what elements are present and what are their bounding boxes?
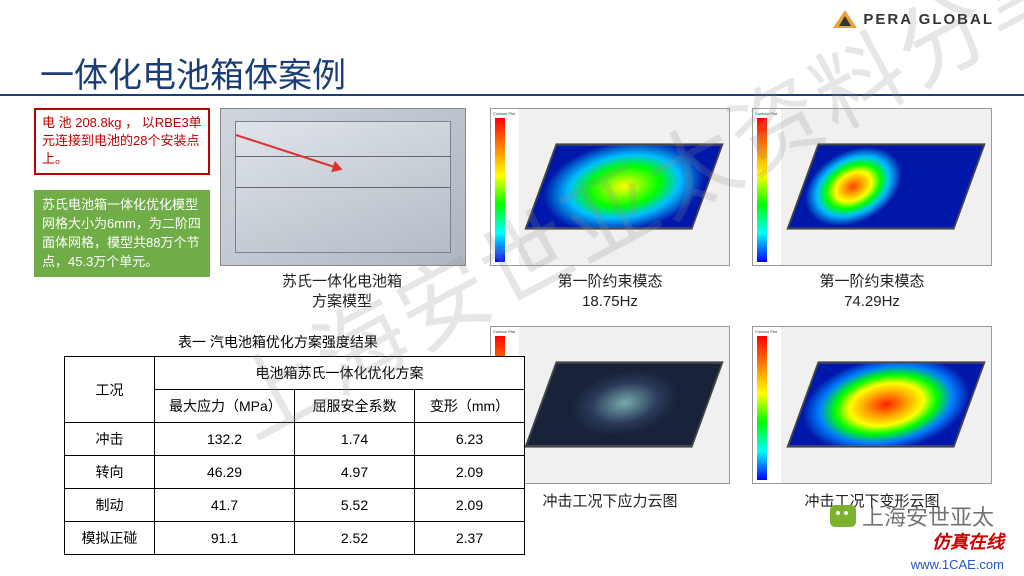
brand-name: PERA GLOBAL — [863, 11, 994, 28]
th-plan: 电池箱苏氏一体化优化方案 — [155, 357, 525, 390]
table-row: 冲击 132.2 1.74 6.23 — [65, 423, 525, 456]
th-deform: 变形（mm） — [415, 390, 525, 423]
th-case: 工况 — [65, 357, 155, 423]
footer-brand: 仿真在线 — [932, 528, 1004, 554]
callout-mesh-info: 苏氏电池箱一体化优化模型网格大小为6mm，为二阶四面体网格，模型共88万个节点，… — [34, 190, 210, 277]
caption-mode2: 第一阶约束模态 74.29Hz — [752, 272, 992, 313]
caption-mode2-l1: 第一阶约束模态 — [752, 272, 992, 292]
logo-mark-icon — [833, 10, 857, 28]
caption-cad-l1: 苏氏一体化电池箱 — [222, 272, 462, 292]
cad-model-image — [220, 108, 466, 266]
sim-deform-image: Contour Plot — [752, 326, 992, 484]
caption-mode1-l2: 18.75Hz — [490, 292, 730, 312]
table-title: 表一 汽电池箱优化方案强度结果 — [178, 332, 378, 352]
results-table: 工况 电池箱苏氏一体化优化方案 最大应力（MPa） 屈服安全系数 变形（mm） … — [64, 356, 525, 555]
th-safety: 屈服安全系数 — [295, 390, 415, 423]
brand-logo: PERA GLOBAL — [833, 10, 994, 28]
caption-mode1-l1: 第一阶约束模态 — [490, 272, 730, 292]
page-title: 一体化电池箱体案例 — [40, 48, 346, 97]
caption-mode1: 第一阶约束模态 18.75Hz — [490, 272, 730, 313]
title-underline — [0, 94, 1024, 96]
footer-url: www.1CAE.com — [911, 557, 1004, 572]
caption-cad-l2: 方案模型 — [222, 292, 462, 312]
sim-mode2-image: Contour Plot — [752, 108, 992, 266]
th-stress: 最大应力（MPa） — [155, 390, 295, 423]
sim-stress-image: Contour Plot — [490, 326, 730, 484]
caption-cad: 苏氏一体化电池箱 方案模型 — [222, 272, 462, 313]
sim-mode1-image: Contour Plot — [490, 108, 730, 266]
wechat-icon — [830, 505, 856, 527]
table-row: 制动 41.7 5.52 2.09 — [65, 489, 525, 522]
table-row: 模拟正碰 91.1 2.52 2.37 — [65, 522, 525, 555]
table-row: 转向 46.29 4.97 2.09 — [65, 456, 525, 489]
callout-battery-mass: 电 池 208.8kg ， 以RBE3单元连接到电池的28个安装点上。 — [34, 108, 210, 175]
caption-stress: 冲击工况下应力云图 — [490, 492, 730, 512]
caption-mode2-l2: 74.29Hz — [752, 292, 992, 312]
